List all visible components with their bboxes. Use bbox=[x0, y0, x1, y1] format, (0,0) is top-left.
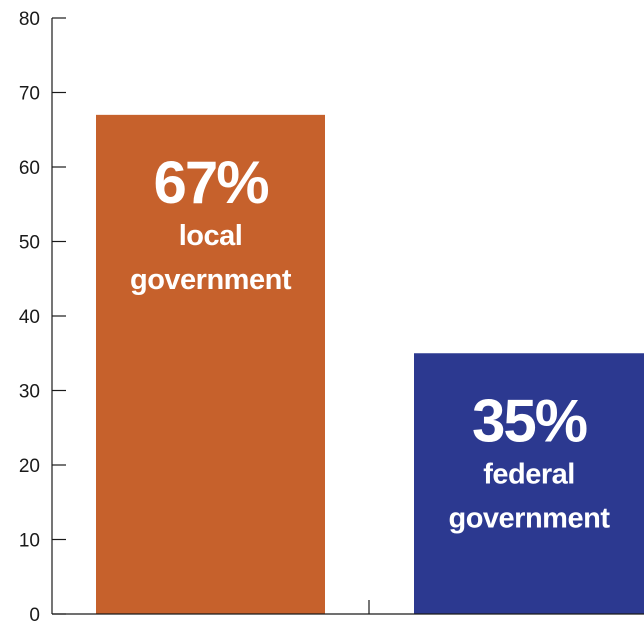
y-tick-label-20: 20 bbox=[19, 456, 40, 477]
bar-0-category-label-line-0: local bbox=[179, 220, 243, 252]
y-tick-label-70: 70 bbox=[19, 84, 40, 105]
y-axis: 0 10 20 30 40 50 60 70 80 bbox=[19, 9, 66, 626]
bar-0-percent-label: 67% bbox=[153, 149, 268, 216]
bar-1-category-label-line-0: federal bbox=[483, 458, 575, 490]
y-tick-label-0: 0 bbox=[29, 605, 40, 626]
bars-group: 67% local government 35% federal government bbox=[96, 114, 644, 614]
bar-0-category-label-line-1: government bbox=[130, 264, 292, 296]
x-axis bbox=[52, 600, 644, 615]
y-tick-label-10: 10 bbox=[19, 531, 40, 552]
bar-1 bbox=[414, 353, 644, 614]
bar-1-category-label-line-1: government bbox=[449, 502, 611, 534]
bar-1-percent-label: 35% bbox=[472, 387, 587, 454]
y-tick-label-60: 60 bbox=[19, 158, 40, 179]
y-tick-label-30: 30 bbox=[19, 382, 40, 403]
y-tick-label-80: 80 bbox=[19, 9, 40, 30]
y-tick-label-50: 50 bbox=[19, 233, 40, 254]
y-tick-label-40: 40 bbox=[19, 307, 40, 328]
bar-0 bbox=[96, 114, 325, 614]
